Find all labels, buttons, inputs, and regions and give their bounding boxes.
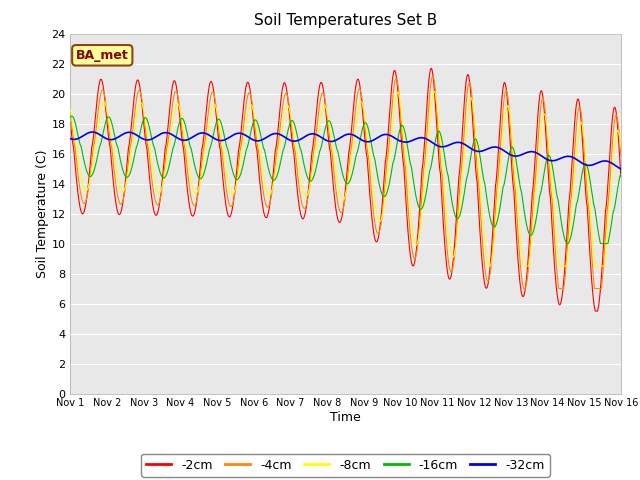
X-axis label: Time: Time (330, 411, 361, 424)
Title: Soil Temperatures Set B: Soil Temperatures Set B (254, 13, 437, 28)
Legend: -2cm, -4cm, -8cm, -16cm, -32cm: -2cm, -4cm, -8cm, -16cm, -32cm (141, 454, 550, 477)
Text: BA_met: BA_met (76, 49, 129, 62)
Y-axis label: Soil Temperature (C): Soil Temperature (C) (35, 149, 49, 278)
